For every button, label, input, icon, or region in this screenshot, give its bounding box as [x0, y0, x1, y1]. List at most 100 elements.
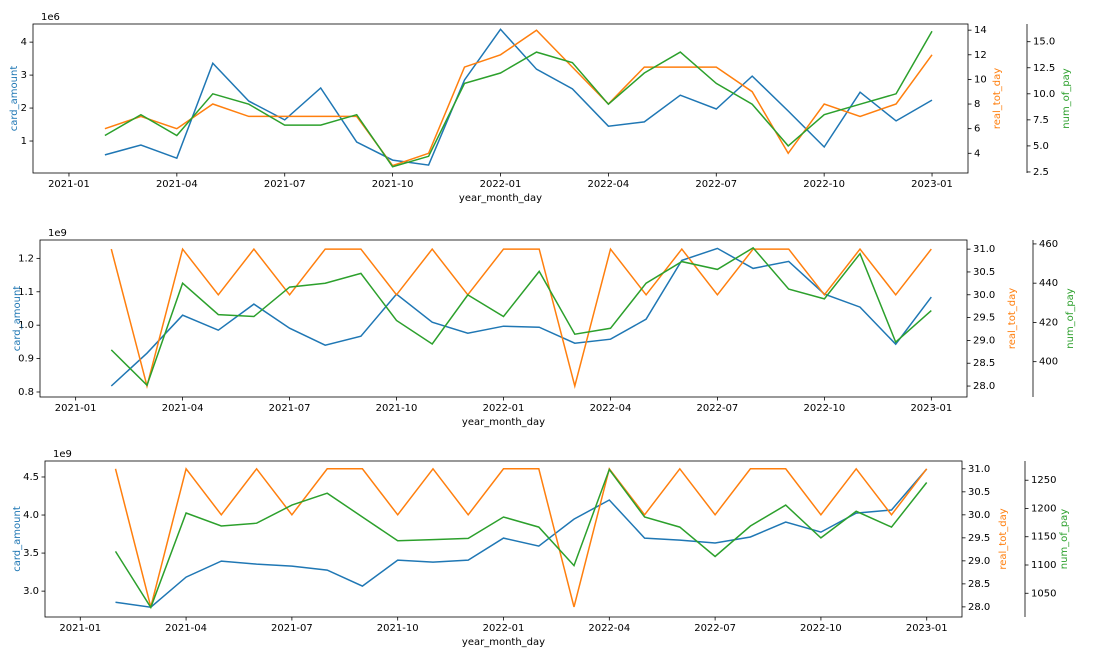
x-tick-label: 2023-01: [910, 403, 952, 414]
x-tick-label: 2022-10: [800, 623, 842, 634]
y-tick-label: 30.5: [968, 487, 990, 498]
x-tick-label: 2022-10: [803, 403, 845, 414]
y-tick-label: 1150: [1031, 532, 1056, 543]
y-tick-label: 1250: [1031, 475, 1056, 486]
series-line: [104, 28, 933, 166]
y-tick-label: 4.5: [23, 472, 39, 483]
y-tick-label: 6: [974, 124, 980, 135]
x-tick-label: 2021-10: [376, 403, 418, 414]
x-tick-label: 2023-01: [906, 623, 948, 634]
x-tick-label: 2021-10: [372, 179, 414, 190]
x-tick-label: 2022-04: [588, 623, 630, 634]
y-tick-label: 1.2: [18, 253, 34, 264]
y-tick-label: 4.0: [23, 510, 39, 521]
x-tick-label: 2021-07: [269, 403, 311, 414]
series-line: [110, 247, 932, 389]
x-tick-label: 2022-01: [483, 623, 525, 634]
x-tick-label: 2021-04: [165, 623, 207, 634]
y-axis-label: num_of_pay: [1065, 288, 1076, 349]
x-tick-label: 2022-04: [590, 403, 632, 414]
y-tick-label: 0.9: [18, 354, 34, 365]
x-tick-label: 2021-04: [156, 179, 198, 190]
plot-frame: [32, 23, 969, 174]
y-tick-label: 28.5: [968, 579, 990, 590]
y-tick-label: 3.5: [23, 548, 39, 559]
y-tick-label: 1.0: [18, 320, 34, 331]
y-tick-label: 29.5: [968, 533, 990, 544]
offset-label: 1e9: [53, 449, 72, 460]
y-tick-label: 10: [974, 74, 987, 85]
y-tick-label: 28.5: [973, 358, 995, 369]
y-tick-label: 1.1: [18, 287, 34, 298]
y-tick-label: 28.0: [968, 602, 990, 613]
y-tick-label: 31.0: [973, 244, 995, 255]
series-line: [115, 468, 928, 608]
y-tick-label: 5.0: [1033, 141, 1049, 152]
y-tick-label: 29.0: [968, 556, 990, 567]
y-tick-label: 12: [974, 50, 987, 61]
x-tick-label: 2021-01: [59, 623, 101, 634]
y-axis-label: card_amount: [12, 286, 23, 352]
y-axis-label: num_of_pay: [1059, 509, 1070, 570]
y-tick-label: 31.0: [968, 464, 990, 475]
y-tick-label: 10.0: [1033, 89, 1055, 100]
y-tick-label: 8: [974, 99, 980, 110]
x-tick-label: 2022-04: [587, 179, 629, 190]
y-tick-label: 29.0: [973, 335, 995, 346]
series-line: [104, 30, 933, 168]
series-line: [104, 29, 933, 167]
y-tick-label: 30.5: [973, 267, 995, 278]
y-tick-label: 420: [1039, 317, 1058, 328]
y-tick-label: 460: [1039, 239, 1058, 250]
y-tick-label: 7.5: [1033, 115, 1049, 126]
x-tick-label: 2022-01: [480, 179, 522, 190]
x-axis-label: year_month_day: [462, 637, 545, 648]
y-tick-label: 28.0: [973, 381, 995, 392]
x-tick-label: 2021-07: [264, 179, 306, 190]
y-tick-label: 2.5: [1033, 167, 1049, 178]
x-tick-label: 2022-07: [697, 403, 739, 414]
y-axis-label: card_amount: [12, 506, 23, 572]
series-line: [114, 467, 928, 608]
x-tick-label: 2022-07: [695, 179, 737, 190]
y-tick-label: 4: [21, 37, 27, 48]
x-tick-label: 2021-07: [271, 623, 313, 634]
x-tick-label: 2021-01: [55, 403, 97, 414]
y-tick-label: 2: [21, 103, 27, 114]
x-tick-label: 2022-01: [483, 403, 525, 414]
y-tick-label: 3.0: [23, 586, 39, 597]
series-line: [114, 467, 928, 610]
y-tick-label: 14: [974, 25, 987, 36]
y-tick-label: 4: [974, 148, 980, 159]
y-axis-label: real_tot_day: [998, 508, 1009, 569]
y-tick-label: 1100: [1031, 560, 1056, 571]
x-tick-label: 2021-04: [162, 403, 204, 414]
y-tick-label: 440: [1039, 278, 1058, 289]
y-tick-label: 15.0: [1033, 37, 1055, 48]
y-tick-label: 1200: [1031, 503, 1056, 514]
x-tick-label: 2021-01: [48, 179, 90, 190]
y-axis-label: real_tot_day: [992, 68, 1003, 129]
y-tick-label: 12.5: [1033, 63, 1055, 74]
y-axis-label: real_tot_day: [1007, 288, 1018, 349]
y-tick-label: 1: [21, 136, 27, 147]
x-axis-label: year_month_day: [462, 417, 545, 428]
y-tick-label: 30.0: [973, 290, 995, 301]
x-axis-label: year_month_day: [459, 193, 542, 204]
x-tick-label: 2021-10: [377, 623, 419, 634]
offset-label: 1e9: [48, 228, 67, 239]
y-tick-label: 30.0: [968, 510, 990, 521]
series-line: [110, 246, 932, 387]
x-tick-label: 2023-01: [911, 179, 953, 190]
x-tick-label: 2022-10: [803, 179, 845, 190]
y-tick-label: 3: [21, 70, 27, 81]
y-tick-label: 29.5: [973, 313, 995, 324]
series-line: [110, 247, 932, 387]
x-tick-label: 2022-07: [694, 623, 736, 634]
y-tick-label: 0.8: [18, 387, 34, 398]
offset-label: 1e6: [41, 12, 60, 23]
y-tick-label: 400: [1039, 357, 1058, 368]
y-tick-label: 1050: [1031, 588, 1056, 599]
y-axis-label: card_amount: [9, 66, 20, 132]
